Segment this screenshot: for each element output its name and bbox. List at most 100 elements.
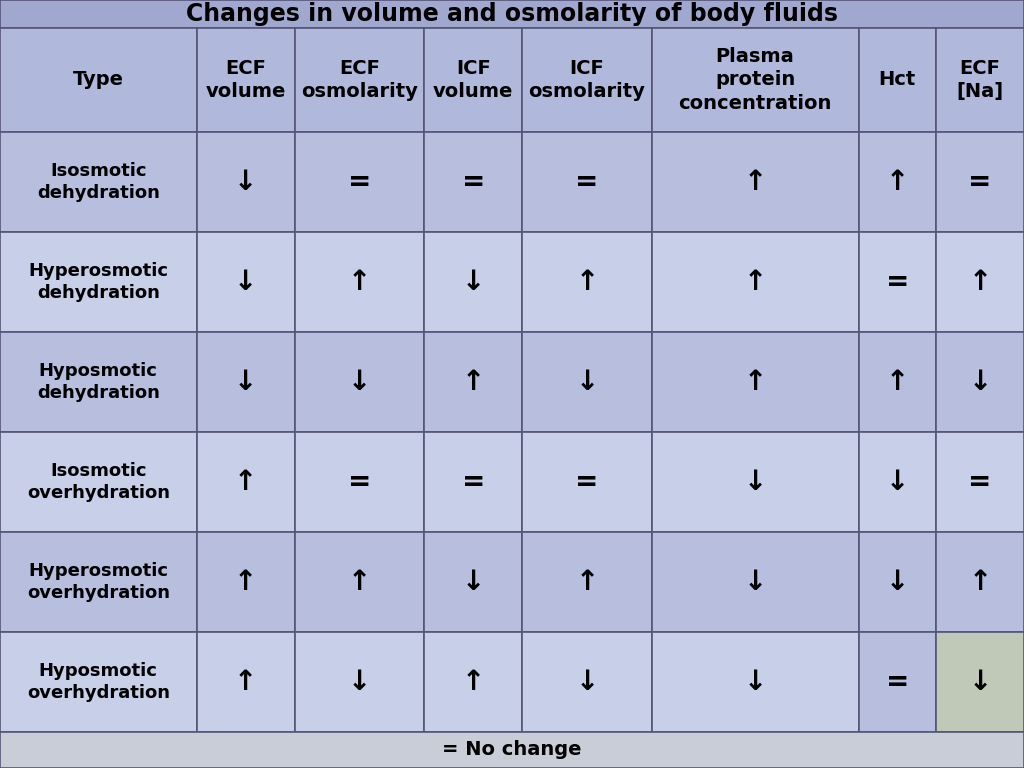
Bar xyxy=(651,432,858,531)
Bar xyxy=(424,132,522,232)
Bar xyxy=(651,531,858,632)
Text: ECF
[Na]: ECF [Na] xyxy=(956,58,1004,101)
Text: ↑: ↑ xyxy=(348,568,371,596)
Bar xyxy=(424,28,522,132)
Text: ↑: ↑ xyxy=(234,468,257,496)
Bar xyxy=(936,632,1024,732)
Bar xyxy=(424,432,522,531)
Bar xyxy=(295,332,424,432)
Text: ↓: ↓ xyxy=(234,368,257,396)
Text: ICF
osmolarity: ICF osmolarity xyxy=(528,58,645,101)
Text: ↓: ↓ xyxy=(348,368,371,396)
Text: Plasma
protein
concentration: Plasma protein concentration xyxy=(678,47,831,113)
Text: =: = xyxy=(348,468,371,496)
Text: Hct: Hct xyxy=(879,71,915,89)
Bar xyxy=(522,132,651,232)
Text: ↓: ↓ xyxy=(743,468,767,496)
Bar xyxy=(295,232,424,332)
Text: ↑: ↑ xyxy=(886,368,909,396)
Bar xyxy=(0,632,197,732)
Bar xyxy=(197,232,295,332)
Text: ↑: ↑ xyxy=(462,368,484,396)
Bar xyxy=(522,232,651,332)
Bar xyxy=(295,28,424,132)
Bar xyxy=(197,632,295,732)
Bar xyxy=(858,332,936,432)
Text: =: = xyxy=(348,167,371,196)
Text: ↑: ↑ xyxy=(234,668,257,696)
Bar xyxy=(295,432,424,531)
Bar xyxy=(295,531,424,632)
Text: =: = xyxy=(462,167,485,196)
Bar xyxy=(424,332,522,432)
Text: ↑: ↑ xyxy=(234,568,257,596)
Text: ↑: ↑ xyxy=(886,167,909,196)
Bar xyxy=(295,132,424,232)
Bar xyxy=(651,332,858,432)
Text: ICF
volume: ICF volume xyxy=(433,58,513,101)
Text: ↓: ↓ xyxy=(462,268,484,296)
Bar xyxy=(522,332,651,432)
Text: ↑: ↑ xyxy=(743,167,767,196)
Bar xyxy=(522,632,651,732)
Bar xyxy=(936,332,1024,432)
Text: ↓: ↓ xyxy=(575,668,599,696)
Text: Hyperosmotic
dehydration: Hyperosmotic dehydration xyxy=(29,262,168,302)
Text: Hyposmotic
overhydration: Hyposmotic overhydration xyxy=(27,662,170,702)
Bar xyxy=(651,632,858,732)
Text: =: = xyxy=(969,468,991,496)
Bar xyxy=(424,632,522,732)
Bar xyxy=(197,132,295,232)
Text: Hyperosmotic
overhydration: Hyperosmotic overhydration xyxy=(27,561,170,602)
Bar xyxy=(0,732,1024,768)
Text: ↑: ↑ xyxy=(743,368,767,396)
Bar xyxy=(295,632,424,732)
Bar xyxy=(858,132,936,232)
Text: ↓: ↓ xyxy=(462,568,484,596)
Bar xyxy=(858,28,936,132)
Bar xyxy=(0,132,197,232)
Bar xyxy=(936,531,1024,632)
Text: ECF
osmolarity: ECF osmolarity xyxy=(301,58,418,101)
Text: = No change: = No change xyxy=(442,740,582,760)
Bar xyxy=(858,432,936,531)
Bar xyxy=(858,531,936,632)
Text: ↑: ↑ xyxy=(348,268,371,296)
Bar xyxy=(522,531,651,632)
Bar xyxy=(936,432,1024,531)
Text: Isosmotic
dehydration: Isosmotic dehydration xyxy=(37,161,160,202)
Text: ECF
volume: ECF volume xyxy=(206,58,286,101)
Bar xyxy=(936,232,1024,332)
Text: ↑: ↑ xyxy=(575,268,599,296)
Text: Type: Type xyxy=(73,71,124,89)
Text: ↓: ↓ xyxy=(348,668,371,696)
Text: ↑: ↑ xyxy=(969,568,991,596)
Text: =: = xyxy=(575,167,599,196)
Text: =: = xyxy=(886,668,909,696)
Text: =: = xyxy=(969,167,991,196)
Bar xyxy=(651,132,858,232)
Bar xyxy=(522,28,651,132)
Text: Hyposmotic
dehydration: Hyposmotic dehydration xyxy=(37,362,160,402)
Text: Isosmotic
overhydration: Isosmotic overhydration xyxy=(27,462,170,502)
Text: ↓: ↓ xyxy=(743,568,767,596)
Bar xyxy=(197,28,295,132)
Bar xyxy=(858,632,936,732)
Text: ↓: ↓ xyxy=(969,368,991,396)
Bar xyxy=(522,432,651,531)
Bar xyxy=(936,132,1024,232)
Bar xyxy=(0,432,197,531)
Bar xyxy=(858,232,936,332)
Text: ↓: ↓ xyxy=(234,268,257,296)
Bar xyxy=(651,232,858,332)
Bar xyxy=(0,332,197,432)
Bar xyxy=(197,332,295,432)
Text: ↓: ↓ xyxy=(886,568,909,596)
Text: ↑: ↑ xyxy=(743,268,767,296)
Bar xyxy=(0,531,197,632)
Bar xyxy=(0,28,197,132)
Bar xyxy=(197,432,295,531)
Text: =: = xyxy=(462,468,485,496)
Text: ↓: ↓ xyxy=(886,468,909,496)
Text: ↑: ↑ xyxy=(575,568,599,596)
